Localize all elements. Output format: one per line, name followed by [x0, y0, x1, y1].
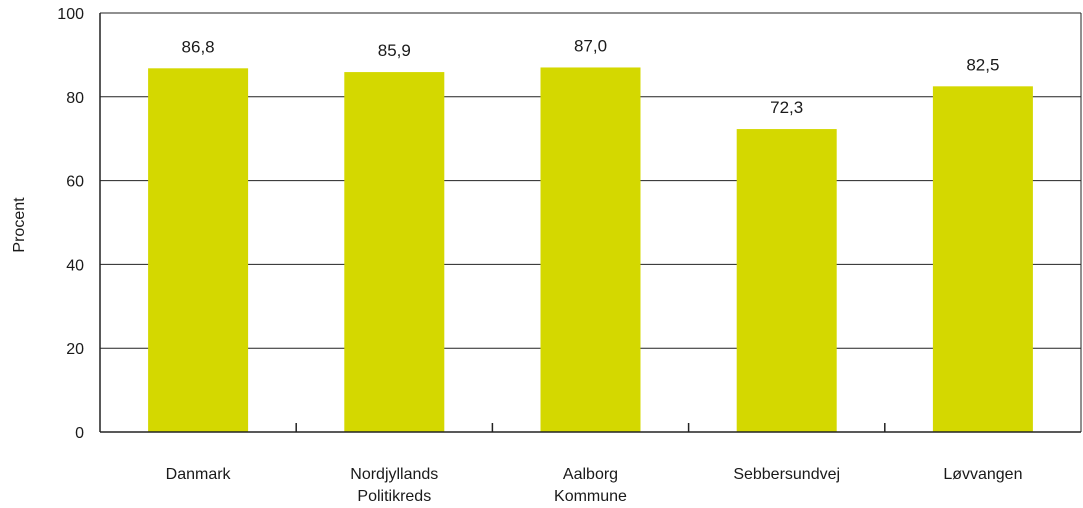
bar — [737, 129, 837, 432]
bar — [344, 72, 444, 432]
y-axis-title: Procent — [11, 197, 28, 253]
data-label: 85,9 — [378, 41, 411, 60]
y-axis-ticks: 0 20 40 60 80 100 — [57, 6, 84, 442]
data-label: 82,5 — [966, 55, 999, 74]
category-labels: Danmark Nordjyllands Politikreds Aalborg Kom… — [166, 466, 1023, 505]
data-label: 72,3 — [770, 98, 803, 117]
y-tick-label: 0 — [75, 425, 84, 442]
data-label: 87,0 — [574, 36, 607, 55]
bar — [541, 67, 641, 432]
category-label: Danmark — [166, 466, 232, 483]
category-label: Løvvangen — [943, 466, 1022, 483]
bar — [933, 86, 1033, 432]
data-label: 86,8 — [182, 37, 215, 56]
category-label: Nordjyllands — [350, 466, 438, 483]
y-tick-label: 20 — [66, 341, 84, 358]
category-label: Sebbersundvej — [733, 466, 840, 483]
category-label: Kommune — [554, 488, 627, 505]
y-tick-label: 80 — [66, 90, 84, 107]
category-label: Aalborg — [563, 466, 618, 483]
bar — [148, 68, 248, 432]
y-tick-label: 100 — [57, 6, 84, 23]
bars — [148, 67, 1033, 432]
y-tick-label: 60 — [66, 174, 84, 191]
y-tick-label: 40 — [66, 257, 84, 274]
category-label: Politikreds — [357, 488, 431, 505]
